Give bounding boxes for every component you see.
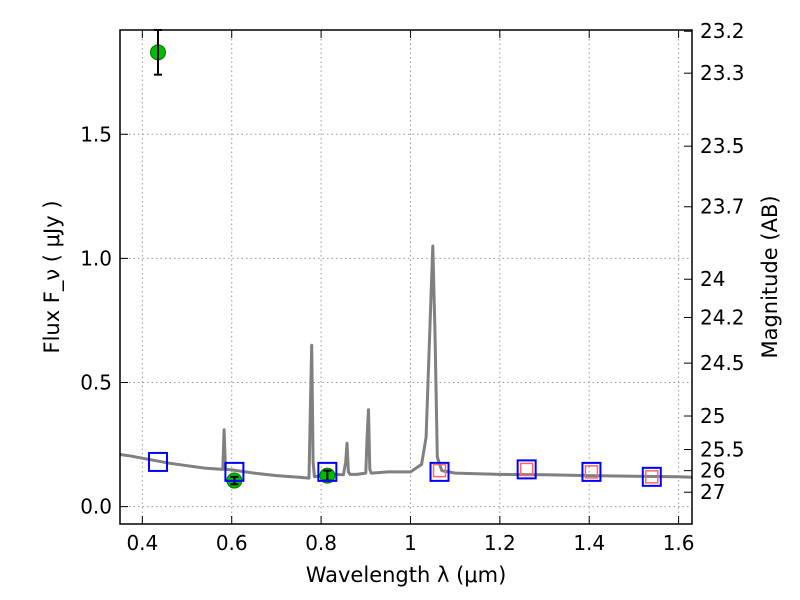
model-band-square bbox=[317, 461, 338, 482]
y2-tick-label: 23.7 bbox=[700, 195, 745, 219]
y-axis-label: Flux F_ν ( μJy ) bbox=[40, 200, 65, 353]
model-spectrum-line bbox=[119, 244, 693, 480]
upper-limit-square bbox=[584, 465, 599, 479]
upper-limit-square bbox=[519, 462, 534, 477]
x-tick-label: 1 bbox=[404, 531, 417, 555]
y-tick-label: 1.5 bbox=[80, 122, 112, 146]
y2-tick-label: 24.5 bbox=[700, 351, 745, 375]
x-tick-label: 0.6 bbox=[216, 531, 248, 555]
model-band-square bbox=[224, 461, 245, 482]
y-tick-label: 0.0 bbox=[80, 495, 112, 519]
y2-tick-label: 27 bbox=[700, 480, 725, 504]
y2-tick-label: 25 bbox=[700, 404, 725, 428]
model-band-square bbox=[581, 461, 602, 482]
y2-tick-label: 23.5 bbox=[700, 134, 745, 158]
upper-limit-square bbox=[432, 463, 447, 478]
y2-tick-label: 24 bbox=[700, 267, 725, 291]
model-band-square bbox=[429, 461, 450, 482]
y-tick-label: 1.0 bbox=[80, 246, 112, 270]
y2-tick-label: 23.2 bbox=[700, 19, 745, 43]
axis-ticks: 0.4 0.6 0.8 1 1.2 1.4 1.6 0.0 0.5 1.0 1.5 23.2 23.3 2… bbox=[80, 19, 744, 555]
x-tick-label: 1.4 bbox=[573, 531, 605, 555]
y2-tick-label: 25.5 bbox=[700, 438, 745, 462]
x-axis-label: Wavelength λ (μm) bbox=[306, 563, 507, 587]
model-band-square bbox=[147, 451, 168, 472]
x-tick-label: 0.8 bbox=[305, 531, 337, 555]
x-tick-label: 1.6 bbox=[663, 531, 695, 555]
y-tick-label: 0.5 bbox=[80, 371, 112, 395]
y2-axis-label: Magnitude (AB) bbox=[758, 195, 782, 358]
grid-lines bbox=[120, 30, 692, 524]
model-band-square bbox=[641, 466, 662, 487]
x-tick-label: 0.4 bbox=[126, 531, 158, 555]
upper-limit-square bbox=[645, 470, 659, 484]
plot-frame bbox=[119, 29, 693, 525]
y2-tick-label: 26 bbox=[700, 459, 725, 483]
data-series bbox=[119, 29, 693, 489]
x-tick-label: 1.2 bbox=[484, 531, 516, 555]
model-band-square bbox=[516, 459, 537, 480]
y2-tick-label: 24.2 bbox=[700, 305, 745, 329]
y2-tick-label: 23.3 bbox=[700, 61, 745, 85]
